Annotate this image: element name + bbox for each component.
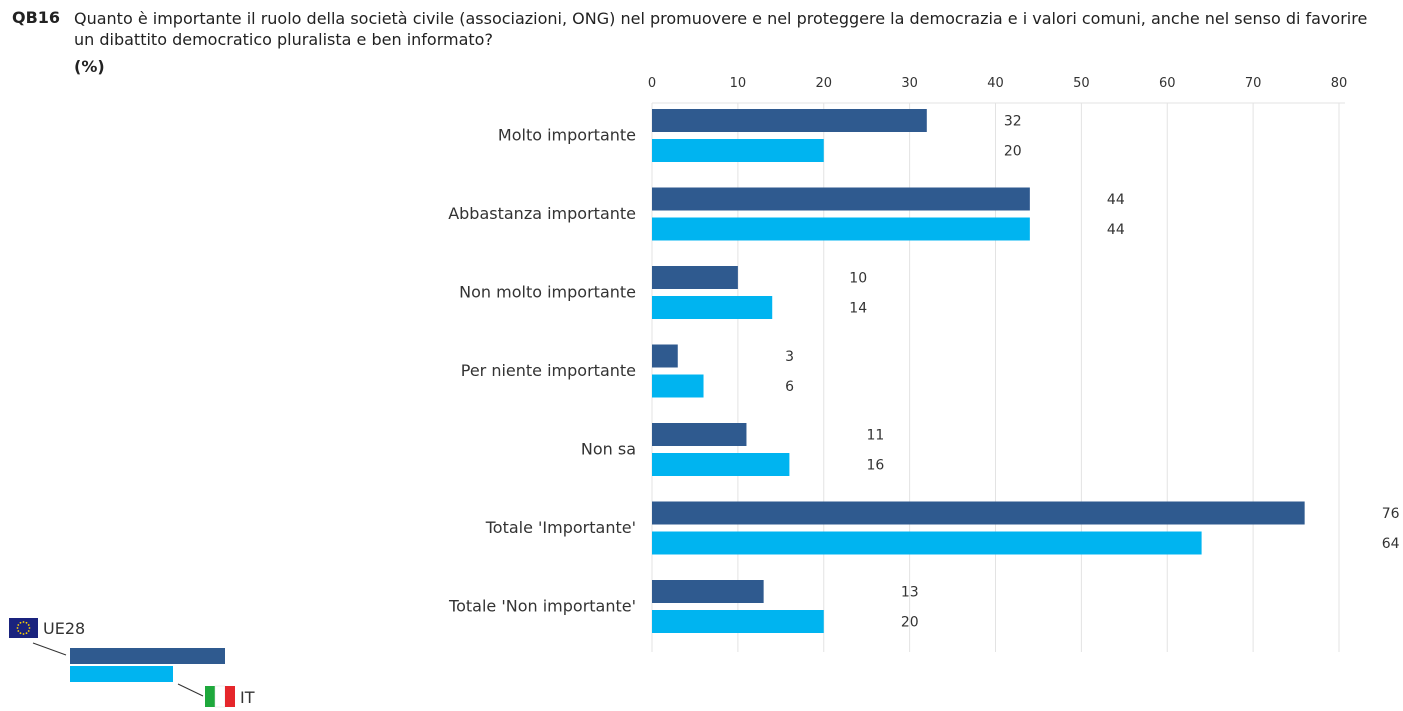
eu-flag-icon bbox=[9, 618, 38, 638]
legend-bar-ue28 bbox=[70, 648, 225, 664]
legend-connector-ue28 bbox=[32, 642, 67, 656]
x-tick-label: 0 bbox=[648, 76, 656, 91]
legend-connector-it bbox=[177, 683, 204, 697]
data-label: 13 bbox=[901, 585, 919, 601]
unit-label: (%) bbox=[74, 57, 105, 76]
bar-ue28 bbox=[652, 501, 1305, 525]
bar-it bbox=[652, 217, 1030, 241]
italy-flag-icon bbox=[205, 685, 235, 708]
x-tick-label: 50 bbox=[1073, 76, 1090, 91]
legend-bar-it bbox=[70, 666, 173, 682]
bar-ue28 bbox=[652, 344, 678, 368]
x-tick-label: 60 bbox=[1159, 76, 1176, 91]
bar-ue28 bbox=[652, 109, 927, 132]
category-label: Abbastanza importante bbox=[448, 204, 636, 223]
legend-label-ue28: UE28 bbox=[43, 619, 86, 638]
data-label: 64 bbox=[1382, 536, 1400, 552]
data-label: 44 bbox=[1107, 222, 1125, 238]
question-code: QB16 bbox=[12, 8, 61, 27]
category-label: Non molto importante bbox=[459, 283, 636, 302]
data-label: 76 bbox=[1382, 506, 1400, 522]
x-tick-label: 80 bbox=[1331, 76, 1348, 91]
x-tick-label: 40 bbox=[987, 76, 1004, 91]
bar-it bbox=[652, 610, 824, 633]
bar-ue28 bbox=[652, 266, 738, 289]
bar-ue28 bbox=[652, 423, 747, 446]
bar-it bbox=[652, 374, 704, 398]
category-label: Non sa bbox=[581, 440, 636, 459]
bar-ue28 bbox=[652, 580, 764, 603]
category-label: Per niente importante bbox=[461, 361, 636, 380]
data-label: 3 bbox=[785, 349, 794, 365]
data-label: 14 bbox=[849, 301, 867, 317]
bar-it bbox=[652, 296, 773, 319]
bar-ue28 bbox=[652, 187, 1030, 211]
category-label: Totale 'Non importante' bbox=[448, 597, 636, 616]
data-label: 44 bbox=[1107, 192, 1125, 208]
x-tick-label: 30 bbox=[901, 76, 918, 91]
x-tick-label: 70 bbox=[1245, 76, 1262, 91]
x-tick-label: 20 bbox=[815, 76, 832, 91]
bar-it bbox=[652, 531, 1202, 555]
data-label: 32 bbox=[1004, 114, 1022, 130]
x-tick-label: 10 bbox=[730, 76, 747, 91]
bar-it bbox=[652, 453, 790, 476]
legend-label-it: IT bbox=[240, 688, 255, 707]
data-label: 16 bbox=[866, 458, 884, 474]
data-label: 10 bbox=[849, 271, 867, 287]
data-label: 20 bbox=[901, 615, 919, 631]
category-label: Molto importante bbox=[498, 126, 636, 145]
data-label: 11 bbox=[866, 428, 884, 444]
data-label: 6 bbox=[785, 379, 794, 395]
bar-it bbox=[652, 139, 824, 162]
category-label: Totale 'Importante' bbox=[485, 518, 636, 537]
question-text: Quanto è importante il ruolo della socie… bbox=[74, 9, 1368, 49]
data-label: 20 bbox=[1004, 144, 1022, 160]
